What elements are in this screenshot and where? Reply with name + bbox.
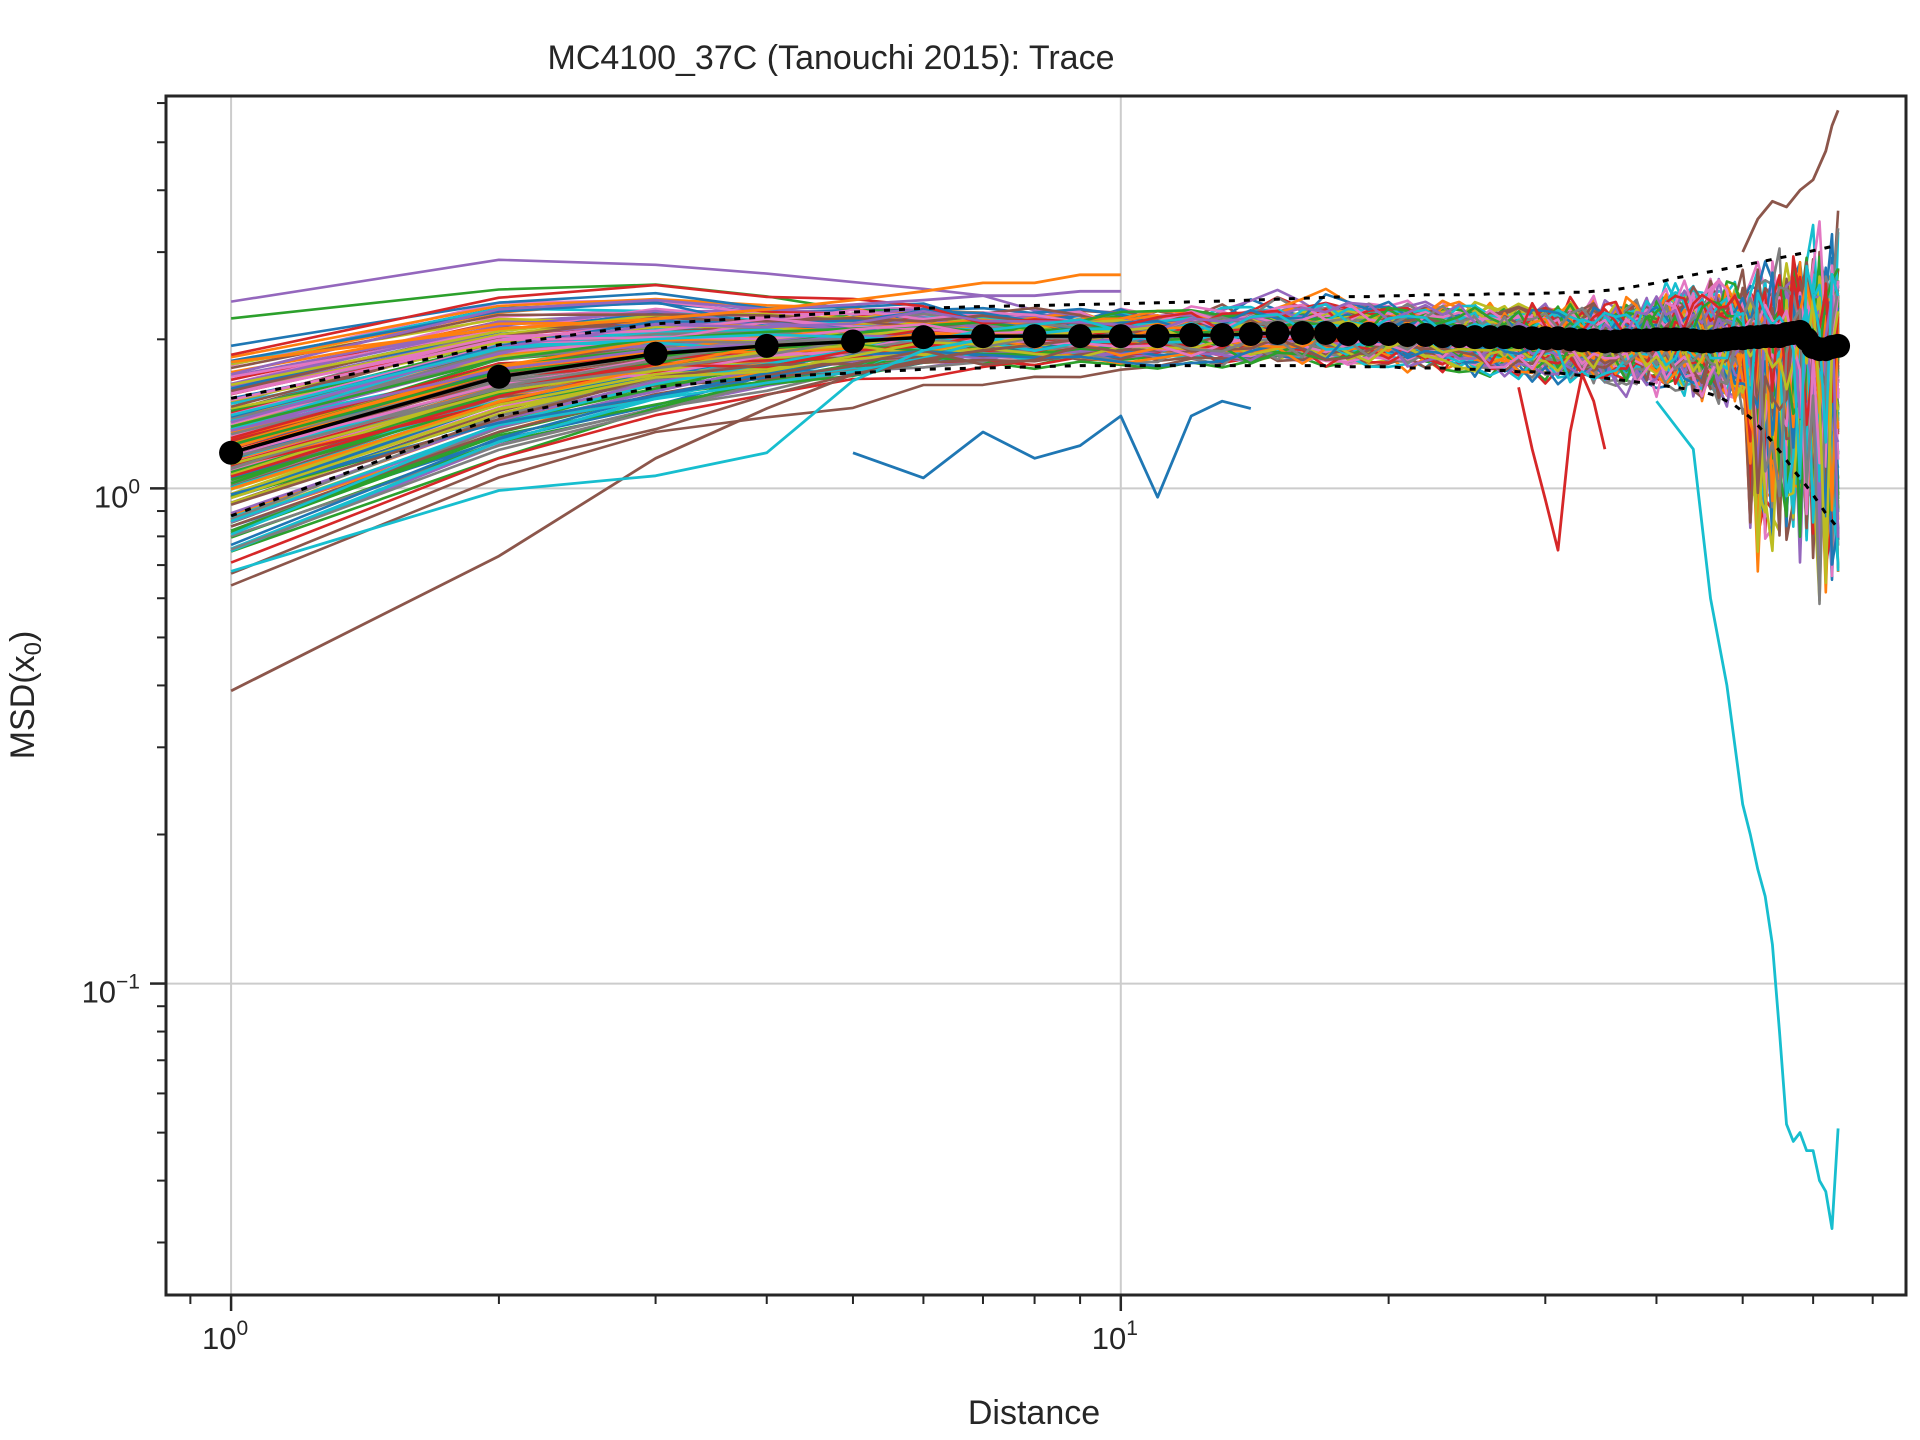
mean-point (1335, 322, 1360, 347)
mean-point (970, 324, 995, 349)
mean-point (1238, 322, 1263, 347)
axis-ticks: 100 101 10−1 100 (82, 102, 1874, 1356)
mean-point (1826, 333, 1851, 358)
y-tick-label: 100 (94, 475, 140, 514)
mean-point (1108, 324, 1133, 349)
mean-point (1210, 323, 1235, 348)
mean-point (1290, 320, 1315, 345)
trace-line (230, 292, 1840, 516)
mean-point (1145, 324, 1170, 349)
y-axis-label-text: MSD(x (4, 655, 42, 759)
chart-title: MC4100_37C (Tanouchi 2015): Trace (548, 39, 1115, 77)
mean-point (911, 325, 936, 350)
mean-point (1413, 323, 1438, 348)
mean-point (840, 329, 865, 354)
mean-point (1376, 322, 1401, 347)
y-tick-label: 10−1 (82, 971, 140, 1010)
mean-point (1356, 322, 1381, 347)
upper-band-line (230, 243, 1839, 400)
y-axis-label: MSD(x0) (4, 631, 47, 760)
grid (166, 96, 1906, 1295)
percentile-bands (230, 243, 1840, 530)
lower-band-line (230, 364, 1840, 530)
mean-point (486, 364, 511, 389)
x-tick-label: 100 (202, 1317, 248, 1356)
plot-frame (164, 94, 1908, 1297)
mean-point (1313, 320, 1338, 345)
mean-point (1068, 324, 1093, 349)
mean-point (1395, 323, 1420, 348)
mean-series (219, 319, 1851, 465)
y-axis-label-subscript: 0 (20, 642, 47, 655)
trace-line (230, 327, 1121, 573)
mean-point (643, 341, 668, 366)
x-tick-label: 101 (1092, 1317, 1138, 1356)
mean-point (219, 440, 244, 465)
mean-point (1265, 320, 1290, 345)
mean-point (754, 333, 779, 358)
plot-area: 100 101 10−1 100 (82, 94, 1908, 1356)
trace-line (1517, 372, 1607, 552)
mean-point (1179, 323, 1204, 348)
trace-line (230, 264, 1840, 481)
trace-line (230, 289, 1121, 376)
trace-line (852, 399, 1252, 499)
trace-line (1655, 400, 1840, 1230)
trace-line (230, 273, 1121, 364)
mean-point (1430, 324, 1455, 349)
svg-text:MSD(x0): MSD(x0) (4, 631, 47, 760)
trace-line (1741, 109, 1840, 253)
mean-point (1022, 324, 1047, 349)
y-axis-label-close: ) (4, 631, 42, 642)
x-axis-label: Distance (968, 1394, 1100, 1432)
